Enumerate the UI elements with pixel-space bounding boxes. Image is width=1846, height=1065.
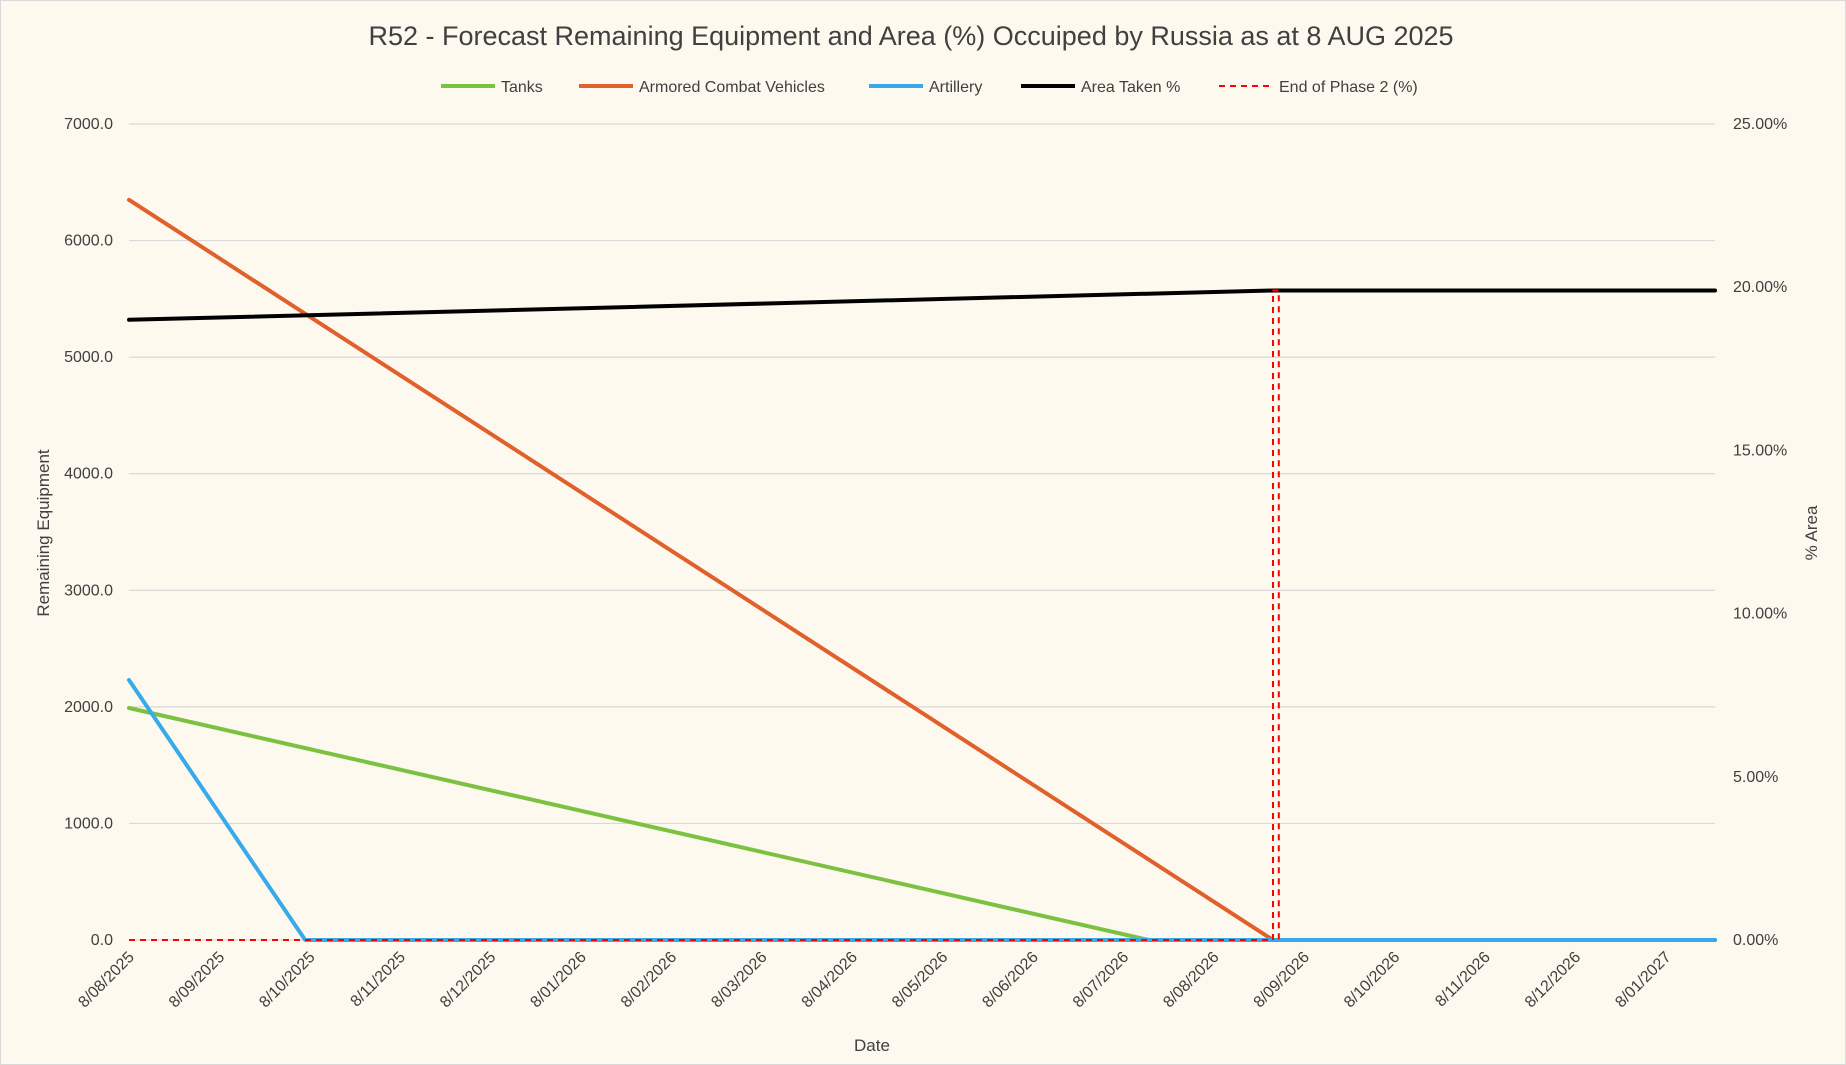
- x-tick-label: 8/11/2025: [348, 949, 410, 1011]
- series-line-area-taken: [127, 288, 1717, 322]
- y2-tick-label: 25.00%: [1733, 116, 1787, 133]
- x-tick-label: 8/08/2026: [1160, 949, 1222, 1011]
- y2-tick-label: 20.00%: [1733, 279, 1787, 296]
- y2-tick-label: 15.00%: [1733, 442, 1787, 459]
- y-axis-title: Remaining Equipment: [34, 449, 53, 617]
- y-tick-label: 2000.0: [64, 699, 113, 716]
- y-tick-label: 4000.0: [64, 466, 113, 483]
- x-tick-label: 8/12/2026: [1522, 949, 1584, 1011]
- y2-tick-label: 10.00%: [1733, 606, 1787, 623]
- x-tick-label: 8/12/2025: [437, 949, 499, 1011]
- legend-label-tanks: Tanks: [501, 79, 543, 96]
- legend-label-armored-combat-vehicles: Armored Combat Vehicles: [639, 79, 825, 96]
- x-tick-label: 8/10/2026: [1341, 949, 1403, 1011]
- y2-tick-label: 5.00%: [1733, 769, 1778, 786]
- x-tick-label: 8/03/2026: [708, 949, 770, 1011]
- y2-axis-ticks: 0.00% 5.00% 10.00% 15.00% 20.00% 25.00%: [1733, 116, 1787, 949]
- legend: Tanks Armored Combat Vehicles Artillery Are…: [441, 79, 1418, 96]
- x-axis-ticks: 8/08/2025 8/09/2025 8/10/2025 8/11/2025 8/12…: [75, 949, 1674, 1011]
- series-lines: [127, 197, 1717, 942]
- y-tick-label: 3000.0: [64, 582, 113, 599]
- x-tick-label: 8/04/2026: [799, 949, 861, 1011]
- series-line-end-of-phase-2: [129, 289, 1280, 941]
- y-tick-label: 6000.0: [64, 233, 113, 250]
- y-tick-label: 7000.0: [64, 116, 113, 133]
- series-line-artillery: [127, 678, 1717, 942]
- y2-axis-title: % Area: [1802, 505, 1821, 560]
- gridlines: [129, 123, 1715, 941]
- x-tick-label: 8/10/2025: [256, 949, 318, 1011]
- legend-label-area-taken: Area Taken %: [1081, 79, 1180, 96]
- chart-title: R52 - Forecast Remaining Equipment and A…: [368, 21, 1453, 51]
- x-tick-label: 8/01/2027: [1612, 949, 1674, 1011]
- y-tick-label: 0.0: [91, 932, 113, 949]
- x-tick-label: 8/11/2026: [1432, 949, 1494, 1011]
- x-tick-label: 8/02/2026: [618, 949, 680, 1011]
- x-axis-title: Date: [854, 1036, 890, 1055]
- x-tick-label: 8/08/2025: [75, 949, 137, 1011]
- series-line-armored-combat-vehicles: [127, 197, 1717, 942]
- x-tick-label: 8/09/2026: [1251, 949, 1313, 1011]
- y-axis-ticks: 0.0 1000.0 2000.0 3000.0 4000.0 5000.0 6000.0 7…: [64, 116, 113, 949]
- x-tick-label: 8/09/2025: [166, 949, 228, 1011]
- y2-tick-label: 0.00%: [1733, 932, 1778, 949]
- x-tick-label: 8/05/2026: [889, 949, 951, 1011]
- legend-label-artillery: Artillery: [929, 79, 982, 96]
- x-tick-label: 8/06/2026: [979, 949, 1041, 1011]
- legend-label-end-of-phase-2: End of Phase 2 (%): [1279, 79, 1418, 96]
- x-tick-label: 8/07/2026: [1070, 949, 1132, 1011]
- y-tick-label: 5000.0: [64, 349, 113, 366]
- y-tick-label: 1000.0: [64, 815, 113, 832]
- x-tick-label: 8/01/2026: [527, 949, 589, 1011]
